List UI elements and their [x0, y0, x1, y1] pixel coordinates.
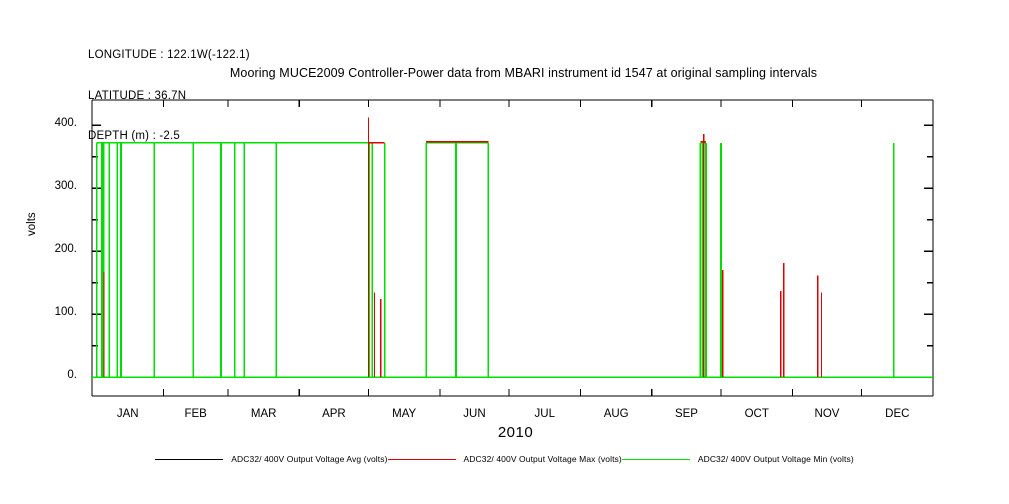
x-tick-label: JUL	[534, 408, 555, 420]
y-tick-label: 400.	[54, 117, 77, 130]
depth-text: DEPTH (m) : -2.5	[88, 130, 181, 142]
y-tick-label: 200.	[54, 243, 77, 256]
axes-layer	[91, 99, 934, 397]
y-tick-label: 300.	[54, 180, 77, 193]
x-tick-label: APR	[322, 408, 346, 420]
legend-swatch-line	[387, 458, 456, 460]
x-tick-label: DEC	[885, 408, 910, 420]
x-tick-label: OCT	[744, 408, 769, 420]
legend-label: ADC32/ 400V Output Voltage Max (volts)	[463, 454, 622, 464]
x-tick-label: MAR	[250, 408, 277, 420]
x-tick-label: AUG	[603, 408, 629, 420]
y-tick-label: 0.	[67, 369, 77, 382]
x-tick-label: SEP	[674, 408, 698, 420]
chart-title: Mooring MUCE2009 Controller-Power data f…	[229, 66, 818, 80]
x-tick-label: FEB	[184, 408, 207, 420]
legend-item: ADC32/ 400V Output Voltage Min (volts)	[621, 454, 854, 464]
legend-swatch-line	[621, 458, 690, 460]
x-tick-label: MAY	[392, 408, 417, 420]
y-tick-label: 100.	[54, 306, 77, 319]
x-tick-label: JUN	[463, 408, 486, 420]
chart-legend: ADC32/ 400V Output Voltage Avg (volts) AD…	[0, 450, 1009, 468]
latitude-text: LATITUDE : 36.7N	[88, 89, 187, 102]
legend-swatch-line	[155, 458, 224, 460]
legend-item: ADC32/ 400V Output Voltage Max (volts)	[387, 454, 622, 464]
x-tick-label: JAN	[116, 408, 139, 420]
legend-item: ADC32/ 400V Output Voltage Avg (volts)	[155, 454, 387, 464]
data-series-layer	[92, 117, 933, 378]
legend-label: ADC32/ 400V Output Voltage Min (volts)	[697, 454, 854, 464]
x-axis-label: 2010	[497, 424, 534, 441]
legend-label: ADC32/ 400V Output Voltage Avg (volts)	[231, 454, 388, 464]
longitude-text: LONGITUDE : 122.1W(-122.1)	[88, 49, 250, 61]
station-metadata: LONGITUDE : 122.1W(-122.1) LATITUDE : 36…	[88, 22, 250, 171]
x-tick-label: NOV	[814, 408, 840, 420]
